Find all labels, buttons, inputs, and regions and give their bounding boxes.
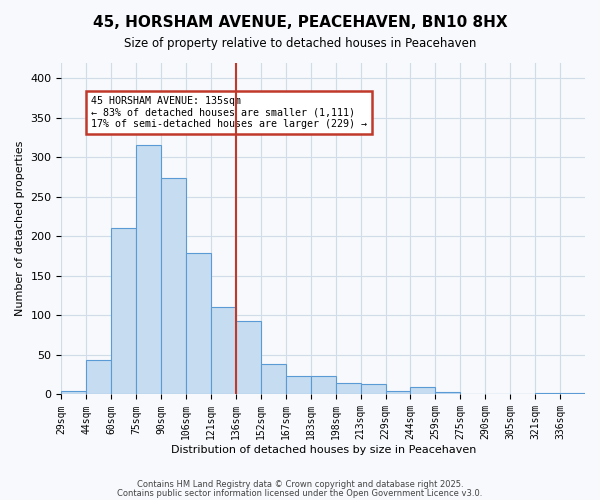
Bar [535, 393, 560, 394]
Text: Contains HM Land Registry data © Crown copyright and database right 2025.: Contains HM Land Registry data © Crown c… [137, 480, 463, 489]
Bar [86, 360, 111, 394]
Text: 45 HORSHAM AVENUE: 135sqm
← 83% of detached houses are smaller (1,111)
17% of se: 45 HORSHAM AVENUE: 135sqm ← 83% of detac… [91, 96, 367, 129]
Bar [161, 178, 186, 394]
Bar [111, 228, 136, 394]
Bar [211, 306, 236, 394]
Bar [361, 384, 386, 394]
Y-axis label: Number of detached properties: Number of detached properties [15, 141, 25, 316]
Bar [286, 376, 311, 394]
Bar [386, 390, 410, 394]
Bar [261, 364, 286, 394]
Bar [186, 253, 211, 394]
Bar [311, 376, 335, 394]
X-axis label: Distribution of detached houses by size in Peacehaven: Distribution of detached houses by size … [170, 445, 476, 455]
Bar [335, 382, 361, 394]
Text: 45, HORSHAM AVENUE, PEACEHAVEN, BN10 8HX: 45, HORSHAM AVENUE, PEACEHAVEN, BN10 8HX [92, 15, 508, 30]
Bar [436, 392, 460, 394]
Bar [560, 393, 585, 394]
Bar [236, 321, 261, 394]
Text: Size of property relative to detached houses in Peacehaven: Size of property relative to detached ho… [124, 38, 476, 51]
Text: Contains public sector information licensed under the Open Government Licence v3: Contains public sector information licen… [118, 488, 482, 498]
Bar [61, 390, 86, 394]
Bar [136, 146, 161, 394]
Bar [410, 386, 436, 394]
